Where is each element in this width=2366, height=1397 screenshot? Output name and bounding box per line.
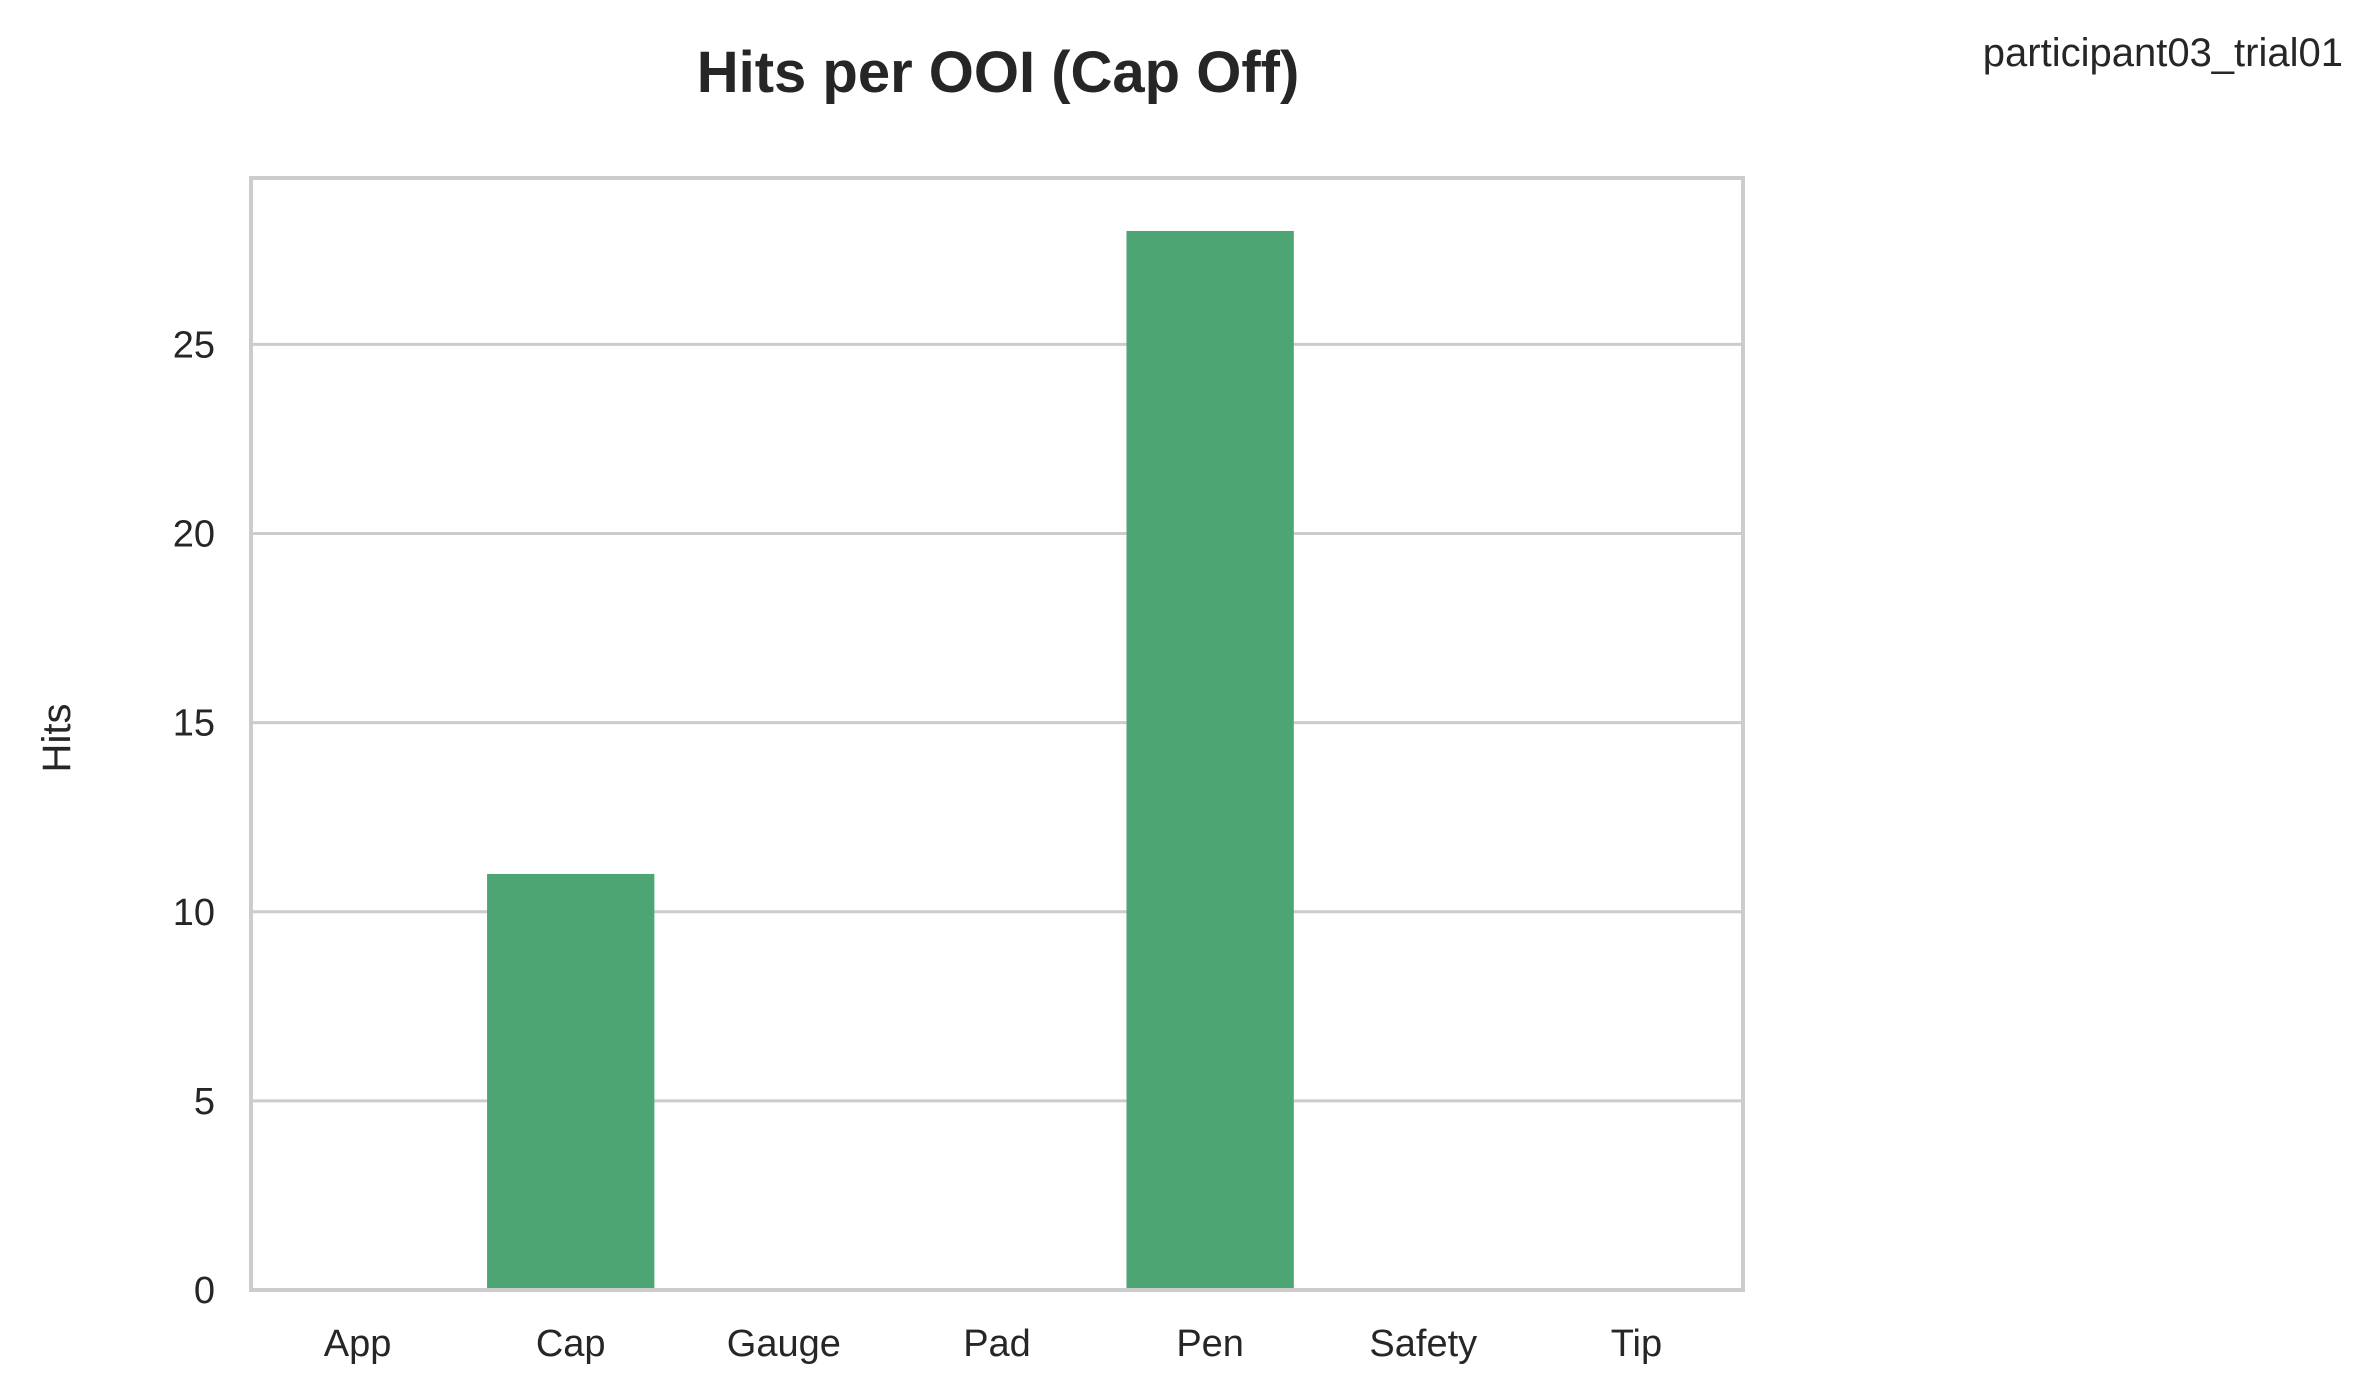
x-tick-labels: App Cap Gauge Pad Pen Safety Tip bbox=[324, 1323, 1662, 1365]
y-tick-label: 10 bbox=[173, 892, 215, 934]
y-tick-label: 0 bbox=[194, 1270, 215, 1312]
plot-frame bbox=[249, 176, 1745, 1292]
x-tick-label-tip: Tip bbox=[1611, 1323, 1662, 1365]
y-tick-label: 5 bbox=[194, 1081, 215, 1123]
bars bbox=[487, 230, 1294, 1290]
y-axis-label: Hits bbox=[35, 704, 79, 773]
x-tick-label-safety: Safety bbox=[1369, 1323, 1477, 1365]
gridlines bbox=[251, 342, 1743, 1103]
y-tick-label: 15 bbox=[173, 703, 215, 745]
y-tick-labels: 0 5 10 15 20 25 bbox=[173, 324, 215, 1312]
bar-cap bbox=[487, 873, 655, 1290]
x-tick-label-app: App bbox=[324, 1323, 392, 1365]
x-tick-label-pen: Pen bbox=[1176, 1323, 1244, 1365]
y-tick-label: 20 bbox=[173, 514, 215, 556]
bar-pen bbox=[1126, 230, 1294, 1290]
x-tick-label-cap: Cap bbox=[536, 1323, 606, 1365]
x-tick-label-pad: Pad bbox=[963, 1323, 1031, 1365]
x-tick-label-gauge: Gauge bbox=[727, 1323, 841, 1365]
chart-title: Hits per OOI (Cap Off) bbox=[697, 40, 1300, 105]
trial-label: participant03_trial01 bbox=[1983, 31, 2343, 75]
y-tick-label: 25 bbox=[173, 324, 215, 366]
